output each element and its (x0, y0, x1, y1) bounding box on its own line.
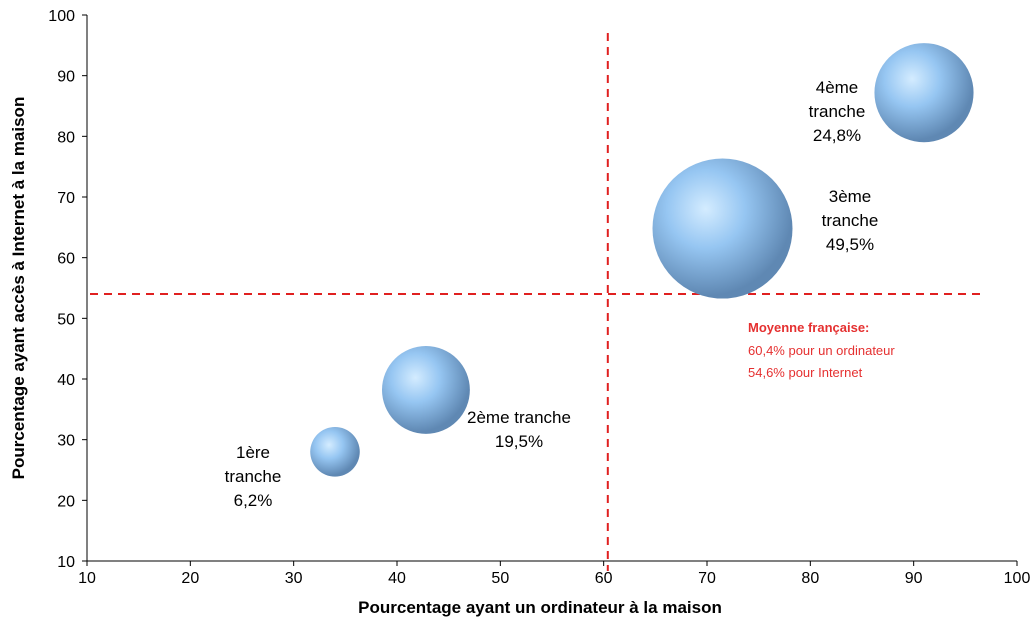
bubble-label-line: 2ème tranche (467, 408, 571, 427)
y-tick-label: 20 (57, 493, 75, 510)
y-tick-label: 30 (57, 433, 75, 450)
x-tick-label: 90 (905, 570, 923, 587)
y-tick-label: 40 (57, 372, 75, 389)
x-tick-label: 10 (78, 570, 96, 587)
bubble-label-line: tranche (225, 467, 282, 486)
annotation-line: 54,6% pour Internet (748, 365, 863, 380)
y-tick-label: 50 (57, 311, 75, 328)
reference-lines (90, 33, 985, 571)
bubble-labels: 1ère tranche 6,2% 2ème tranche 19,5% 3ème tran… (225, 78, 879, 510)
y-tick-label: 70 (57, 190, 75, 207)
bubble-label-line: tranche (809, 102, 866, 121)
bubble-label-3: 3ème tranche 49,5% (822, 187, 879, 254)
bubble-label-4: 4ème tranche 24,8% (809, 78, 866, 145)
bubble-4 (874, 43, 974, 143)
bubble-label-line: 49,5% (826, 235, 874, 254)
y-axis-title: Pourcentage ayant accès à Internet à la … (9, 97, 28, 480)
y-tick-label: 10 (57, 554, 75, 571)
x-tick-label: 30 (285, 570, 303, 587)
bubble-label-line: 3ème (829, 187, 872, 206)
bubble-label-line: 6,2% (234, 491, 273, 510)
bubble-3 (652, 158, 793, 299)
average-annotation: Moyenne française: 60,4% pour un ordinate… (748, 320, 895, 380)
y-tick-label: 90 (57, 69, 75, 86)
x-tick-label: 60 (595, 570, 613, 587)
bubble-label-line: 24,8% (813, 126, 861, 145)
y-tick-label: 100 (48, 8, 75, 25)
bubble-label-line: 19,5% (495, 432, 543, 451)
x-tick-label: 40 (388, 570, 406, 587)
annotation-title: Moyenne française: (748, 320, 869, 335)
x-tick-label: 100 (1004, 570, 1031, 587)
x-tick-label: 50 (491, 570, 509, 587)
bubble-label-1: 1ère tranche 6,2% (225, 443, 282, 510)
bubble-1 (310, 427, 360, 477)
bubble-2 (381, 345, 470, 434)
y-tick-label: 80 (57, 129, 75, 146)
x-axis-title: Pourcentage ayant un ordinateur à la mai… (358, 598, 722, 617)
y-tick-label: 60 (57, 251, 75, 268)
x-tick-label: 20 (181, 570, 199, 587)
bubble-label-line: 4ème (816, 78, 859, 97)
bubble-label-line: 1ère (236, 443, 270, 462)
bubble-label-2: 2ème tranche 19,5% (467, 408, 571, 451)
bubbles (310, 43, 974, 477)
axes: 10 20 30 40 50 60 70 80 90 100 10 20 30 40 50 60 70 80 90 1… (48, 8, 1030, 587)
bubble-label-line: tranche (822, 211, 879, 230)
x-tick-label: 70 (698, 570, 716, 587)
annotation-line: 60,4% pour un ordinateur (748, 343, 895, 358)
x-tick-label: 80 (801, 570, 819, 587)
